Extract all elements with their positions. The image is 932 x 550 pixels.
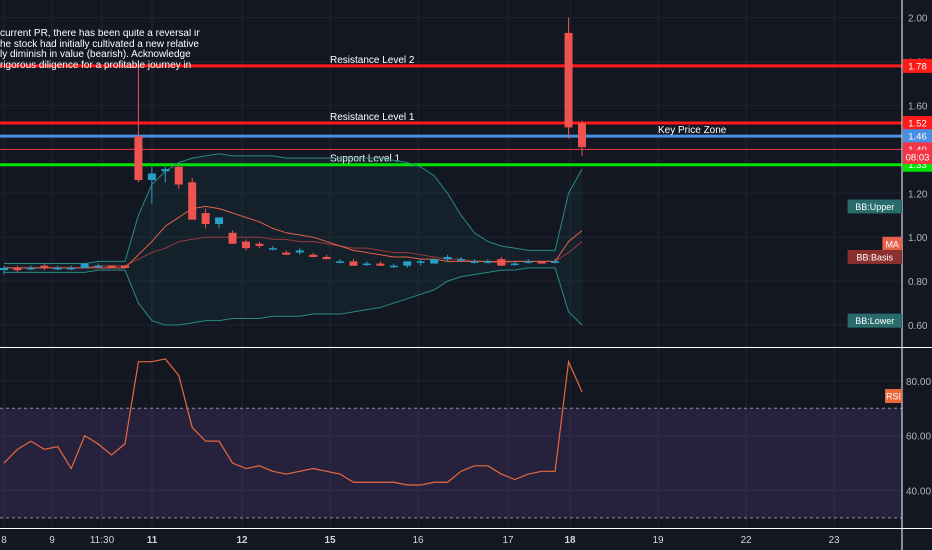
candle-body [67, 268, 75, 270]
level-label: Resistance Level 2 [330, 55, 415, 66]
candle-body [497, 259, 505, 266]
indicator-badge-text: MA [885, 239, 899, 249]
time-tick-label: 17 [502, 535, 514, 546]
rsi-band [0, 408, 902, 518]
candle-body [94, 266, 102, 268]
candle-body [108, 266, 116, 268]
indicator-badge-text: BB:Basis [857, 252, 894, 262]
price-tick-label: 2.00 [908, 14, 928, 25]
candle-body [54, 268, 62, 270]
candle-body [255, 244, 263, 246]
level-label: Key Price Zone [658, 125, 727, 136]
time-tick-label: 9 [49, 535, 55, 546]
level-badge-text: 1.78 [908, 61, 927, 72]
rsi-badge-text: RSI [886, 392, 901, 402]
candle-body [336, 261, 344, 263]
candle-body [578, 123, 586, 147]
candle-body [430, 259, 438, 263]
candle-body [229, 233, 237, 244]
level-label: Resistance Level 1 [330, 112, 415, 123]
level-badge-text: 1.46 [908, 132, 927, 143]
candle-body [376, 264, 384, 266]
price-tick-label: 1.20 [908, 189, 928, 200]
candle-body [551, 261, 559, 263]
time-tick-label: 22 [740, 535, 752, 546]
price-tick-label: 0.60 [908, 321, 928, 332]
candle-body [134, 136, 142, 180]
price-tick-label: 0.80 [908, 277, 928, 288]
time-tick-label: 11 [147, 535, 158, 546]
candle-body [390, 266, 398, 268]
time-tick-label: 15 [324, 535, 336, 546]
annotation-line: current PR, there has been quite a rever… [0, 29, 200, 40]
price-tick-label: 1.00 [908, 233, 928, 244]
candle-body [444, 257, 452, 259]
time-tick-label: 19 [652, 535, 664, 546]
time-tick-label: 16 [412, 535, 424, 546]
candle-body [296, 250, 304, 252]
time-tick-label: 18 [564, 535, 576, 546]
candle-body [457, 259, 465, 261]
candle-body [215, 217, 223, 224]
annotation-text: current PR, there has been quite a rever… [0, 29, 200, 71]
candle-body [511, 264, 519, 266]
time-tick-label: 23 [828, 535, 840, 546]
bollinger-bands [4, 154, 582, 325]
candle-body [242, 242, 250, 249]
candle-body [282, 253, 290, 255]
time-tick-label: 11:30 [90, 535, 115, 546]
candle-body [27, 268, 35, 270]
candle-body [349, 261, 357, 265]
candle-body [538, 261, 546, 263]
candle-body [13, 268, 21, 270]
candle-body [269, 248, 277, 250]
candle-body [161, 169, 169, 171]
candle-body [202, 213, 210, 224]
candle-body [524, 261, 532, 263]
time-tick-label: 8 [1, 535, 7, 546]
indicator-badge-text: BB:Upper [855, 202, 894, 212]
price-badge-text: 08:03 [906, 153, 930, 164]
bollinger-fill [4, 154, 582, 325]
candle-body [0, 268, 8, 270]
candle-body [417, 261, 425, 263]
rsi-tick-label: 60.00 [906, 432, 931, 443]
candle-body [484, 261, 492, 263]
annotation-line: rigorous diligence for a profitable jour… [0, 61, 200, 72]
rsi-tick-label: 80.00 [906, 377, 931, 388]
candle-body [148, 174, 156, 181]
rsi-pane [0, 359, 902, 518]
candle-body [323, 257, 331, 259]
candle-body [565, 33, 573, 127]
candle-body [121, 266, 129, 268]
candle-body [403, 261, 411, 265]
candle-body [81, 264, 89, 268]
candle-body [470, 261, 478, 263]
candle-body [309, 255, 317, 257]
candle-body [175, 167, 183, 185]
candle-body [40, 266, 48, 268]
indicator-badge-text: BB:Lower [855, 316, 894, 326]
rsi-tick-label: 40.00 [906, 486, 931, 497]
candle-body [363, 264, 371, 266]
price-tick-label: 1.60 [908, 101, 928, 112]
level-badge-text: 1.52 [908, 118, 927, 129]
candle-body [188, 182, 196, 219]
time-tick-label: 12 [236, 535, 248, 546]
